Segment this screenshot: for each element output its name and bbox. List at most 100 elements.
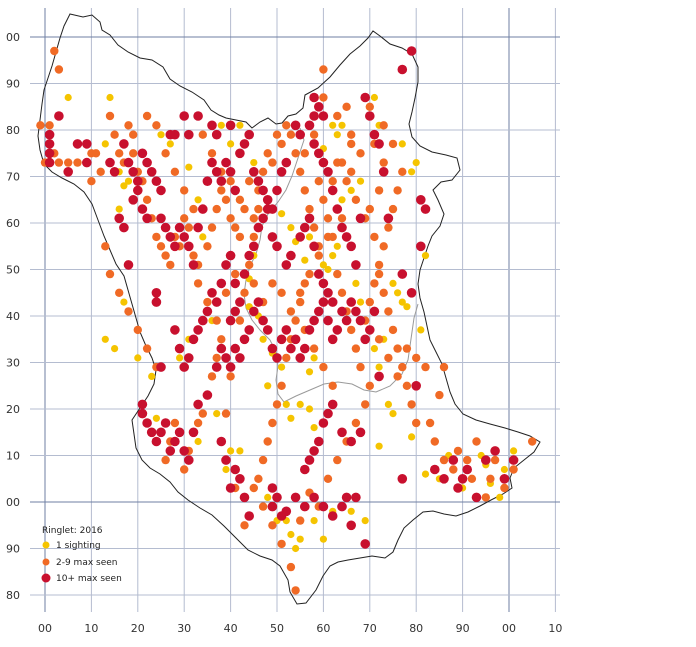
record-dot-two-to-nine [384, 307, 393, 316]
record-dot-one-sighting [278, 363, 286, 371]
record-dot-two-to-nine [407, 400, 416, 409]
record-dot-two-to-nine [402, 344, 412, 353]
record-dot-two-to-nine [226, 372, 235, 381]
record-dot-one-sighting [185, 163, 193, 171]
record-dot-two-to-nine [472, 437, 481, 446]
record-dot-one-sighting [329, 252, 337, 260]
record-dot-ten-plus [286, 250, 296, 261]
record-dot-ten-plus [290, 492, 301, 503]
record-dot-ten-plus [481, 455, 491, 465]
record-dot-two-to-nine [277, 139, 286, 149]
record-dot-two-to-nine [509, 465, 518, 474]
record-dot-one-sighting [194, 196, 202, 204]
record-dot-ten-plus [332, 325, 343, 335]
record-dot-ten-plus [253, 176, 264, 186]
record-dot-ten-plus [281, 325, 292, 335]
record-dot-one-sighting [259, 335, 267, 343]
record-dot-two-to-nine [365, 297, 374, 307]
record-dot-ten-plus [211, 362, 222, 372]
y-tick-label: 90 [6, 543, 20, 556]
record-dot-two-to-nine [490, 455, 500, 465]
record-dot-two-to-nine [124, 307, 133, 316]
record-dot-two-to-nine [226, 177, 235, 186]
record-dot-two-to-nine [296, 516, 305, 525]
record-dot-one-sighting [101, 140, 109, 148]
record-dot-ten-plus [267, 483, 278, 493]
record-dot-one-sighting [352, 279, 360, 287]
record-dot-ten-plus [54, 111, 64, 121]
record-dot-one-sighting [408, 168, 416, 176]
record-dot-two-to-nine [221, 288, 231, 297]
record-dot-two-to-nine [36, 121, 45, 130]
record-dot-two-to-nine [356, 362, 365, 372]
record-dot-ten-plus [244, 325, 254, 335]
county-outline [37, 13, 541, 605]
record-dot-two-to-nine [309, 223, 319, 232]
record-dot-ten-plus [314, 102, 324, 112]
record-dot-ten-plus [378, 167, 389, 177]
record-dot-two-to-nine [161, 251, 170, 260]
record-dot-ten-plus [156, 427, 166, 438]
record-dot-two-to-nine [152, 121, 161, 130]
record-dot-ten-plus [281, 157, 292, 168]
record-dot-ten-plus [411, 381, 422, 391]
record-dot-two-to-nine [166, 260, 175, 270]
record-dot-two-to-nine [258, 502, 268, 511]
record-dot-ten-plus [109, 167, 120, 177]
record-dot-ten-plus [309, 139, 319, 149]
record-dot-two-to-nine [421, 362, 430, 372]
record-dot-ten-plus [314, 269, 324, 279]
record-dot-two-to-nine [207, 149, 217, 158]
y-tick-label: 80 [6, 589, 20, 602]
record-dot-ten-plus [221, 260, 231, 270]
record-dot-ten-plus [221, 455, 231, 465]
record-dot-ten-plus [202, 176, 213, 186]
record-dot-ten-plus [119, 139, 129, 149]
record-dot-two-to-nine [263, 149, 272, 158]
record-dot-one-sighting [213, 410, 221, 418]
record-dot-one-sighting [287, 530, 295, 539]
record-dot-two-to-nine [249, 214, 258, 223]
record-dot-ten-plus [202, 390, 213, 400]
record-dot-ten-plus [420, 204, 431, 214]
record-dot-one-sighting [194, 437, 202, 446]
record-dot-ten-plus [225, 315, 236, 326]
record-dot-ten-plus [341, 315, 352, 326]
record-dot-one-sighting [333, 131, 341, 139]
record-dot-ten-plus [508, 455, 519, 465]
record-dot-ten-plus [355, 213, 366, 224]
record-dot-one-sighting [347, 186, 355, 194]
record-dot-two-to-nine [268, 418, 277, 428]
record-dot-one-sighting [227, 447, 235, 455]
record-dot-ten-plus [360, 539, 371, 549]
record-dot-one-sighting [338, 121, 346, 129]
record-dot-ten-plus [286, 343, 296, 354]
record-dot-ten-plus [397, 474, 408, 484]
record-dot-two-to-nine [161, 149, 170, 158]
record-dot-ten-plus [211, 129, 222, 140]
record-dot-two-to-nine [231, 269, 240, 279]
record-dot-two-to-nine [309, 130, 319, 139]
y-tick-label: 20 [6, 403, 20, 416]
record-dot-ten-plus [239, 492, 250, 503]
record-dot-one-sighting [370, 93, 378, 102]
record-dot-two-to-nine [212, 353, 221, 363]
record-dot-ten-plus [123, 157, 134, 168]
record-dot-one-sighting [375, 442, 383, 450]
record-dot-ten-plus [267, 232, 278, 242]
record-dot-one-sighting [296, 400, 304, 408]
record-dot-ten-plus [207, 120, 217, 131]
record-dot-two-to-nine [73, 158, 82, 167]
record-dot-one-sighting [296, 535, 304, 543]
y-tick-label: 30 [6, 357, 20, 370]
record-dot-ten-plus [184, 129, 194, 140]
record-dot-ten-plus [309, 315, 319, 326]
record-dot-ten-plus [63, 167, 73, 177]
record-dot-one-sighting [157, 131, 165, 139]
record-dot-ten-plus [198, 315, 208, 326]
record-dot-two-to-nine [50, 46, 59, 56]
record-dot-ten-plus [365, 325, 375, 335]
x-tick-label: 60 [316, 622, 330, 635]
y-tick-label: 80 [6, 124, 20, 137]
